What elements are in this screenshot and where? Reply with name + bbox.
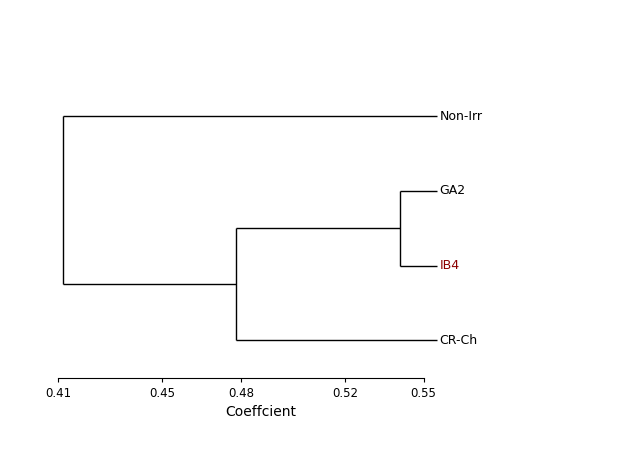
Text: CR-Ch: CR-Ch [439,334,478,347]
Text: GA2: GA2 [439,185,465,197]
X-axis label: Coeffcient: Coeffcient [225,405,296,419]
Text: IB4: IB4 [439,259,460,272]
Text: Non-Irr: Non-Irr [439,110,483,123]
